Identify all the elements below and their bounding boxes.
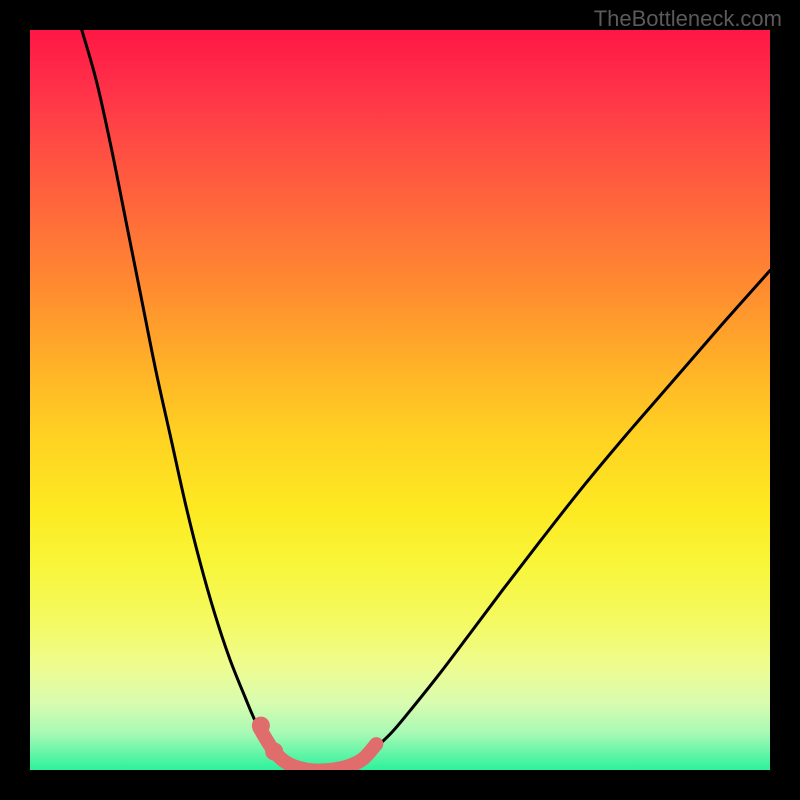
bottleneck-curve bbox=[82, 30, 770, 770]
curve-layer bbox=[30, 30, 770, 770]
chart-container: TheBottleneck.com bbox=[0, 0, 800, 800]
plot-area bbox=[30, 30, 770, 770]
watermark-text: TheBottleneck.com bbox=[594, 6, 782, 32]
